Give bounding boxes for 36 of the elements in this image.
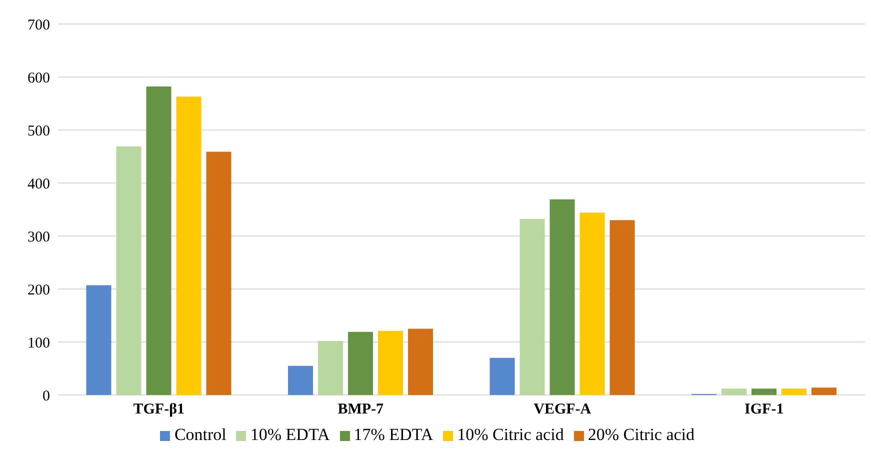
- y-tick-label: 600: [28, 70, 50, 86]
- bar: [520, 219, 545, 395]
- x-tick-label: TGF-β1: [133, 402, 184, 418]
- bar: [811, 388, 836, 395]
- y-tick-label: 0: [42, 388, 50, 404]
- bar: [721, 388, 746, 395]
- x-tick-label: BMP-7: [338, 402, 384, 418]
- legend-label: 10% EDTA: [250, 425, 330, 444]
- bar: [550, 199, 575, 395]
- bar: [751, 388, 776, 395]
- bar: [146, 86, 172, 395]
- bar: [378, 330, 403, 395]
- bar: [348, 332, 373, 395]
- bar: [610, 220, 635, 395]
- legend-label: 17% EDTA: [354, 425, 434, 444]
- x-tick-label: VEGF-A: [534, 402, 592, 418]
- bar: [86, 285, 112, 395]
- bar: [781, 388, 806, 395]
- y-tick-label: 200: [28, 282, 50, 298]
- bar: [318, 340, 343, 395]
- bar: [288, 366, 313, 395]
- y-tick-label: 400: [28, 176, 50, 192]
- y-tick-label: 100: [28, 335, 50, 352]
- y-tick-label: 700: [28, 17, 50, 34]
- legend-label: 10% Citric acid: [457, 425, 564, 444]
- y-tick-label: 500: [28, 123, 50, 140]
- bar: [206, 152, 232, 395]
- legend-label: Control: [174, 425, 226, 444]
- bar: [116, 146, 142, 395]
- bar: [490, 358, 515, 395]
- legend-label: 20% Citric acid: [588, 425, 695, 444]
- x-tick-label: IGF-1: [744, 402, 784, 418]
- bar: [580, 212, 605, 395]
- bar: [176, 96, 202, 395]
- y-tick-label: 300: [28, 229, 50, 246]
- bar: [408, 328, 433, 395]
